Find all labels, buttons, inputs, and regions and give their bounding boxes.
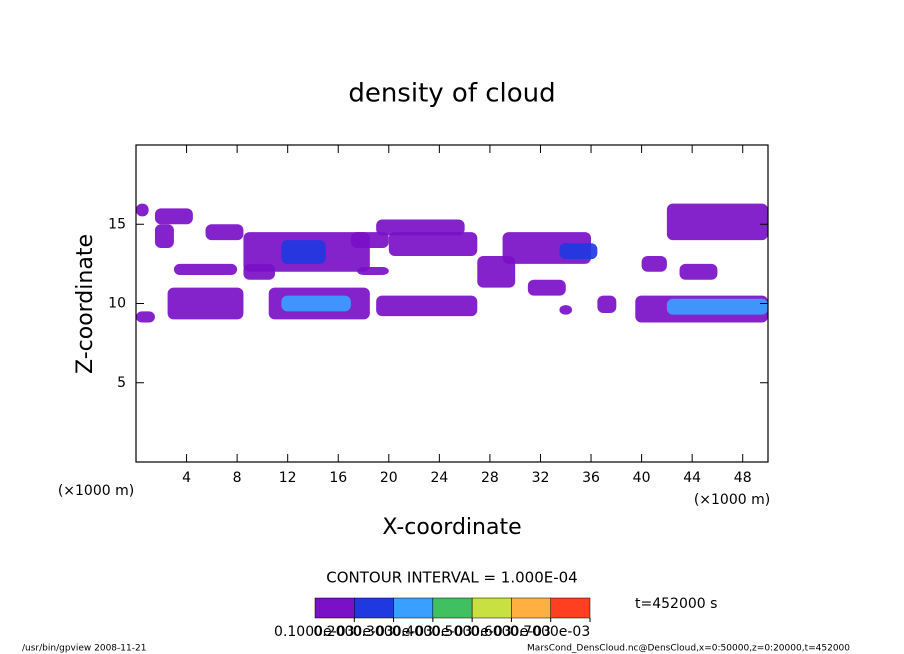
cloud-region	[559, 243, 598, 260]
cloud-region	[357, 267, 389, 275]
x-unit: (×1000 m)	[694, 492, 770, 508]
x-tick-label: 40	[633, 470, 651, 486]
cloud-region	[679, 263, 718, 280]
cloud-region	[641, 255, 667, 272]
colorbar-label: 0.1000e-03	[274, 624, 354, 640]
cloud-region	[281, 240, 326, 264]
chart-title: density of cloud	[348, 79, 555, 109]
x-axis-label: X-coordinate	[382, 515, 521, 540]
cloud-region	[666, 203, 768, 241]
colorbar-label: 0.7000e-03	[510, 624, 590, 640]
colorbar-label: 0.6000e-03	[470, 624, 550, 640]
cloud-region	[376, 295, 478, 317]
contour-interval: CONTOUR INTERVAL = 1.000E-04	[326, 569, 577, 587]
x-tick-label: 48	[734, 470, 752, 486]
colorbar-label: 0.3000e-03	[353, 624, 433, 640]
cloud-region	[243, 263, 276, 280]
cloud-region	[597, 295, 617, 314]
y-unit: (×1000 m)	[58, 483, 134, 499]
footer-left: /usr/bin/gpview 2008-11-21	[22, 644, 146, 654]
cloud-region	[527, 279, 566, 296]
colorbar-cell	[432, 597, 473, 619]
x-tick-label: 32	[532, 470, 550, 486]
y-tick-label: 15	[108, 216, 126, 232]
cloud-region	[173, 263, 238, 275]
time-label: t=452000 s	[635, 596, 717, 612]
colorbar-label: 0.5000e-03	[431, 624, 511, 640]
cloud-region	[205, 224, 244, 241]
x-tick-label: 8	[233, 470, 242, 486]
cloud-region	[154, 224, 174, 249]
y-tick-label: 5	[117, 375, 126, 391]
colorbar-cell	[314, 597, 355, 619]
x-tick-label: 4	[182, 470, 191, 486]
colorbar-label: 0.4000e-03	[392, 624, 472, 640]
cloud-region	[136, 203, 149, 217]
colorbar-cell	[354, 597, 394, 619]
cloud-region	[350, 232, 389, 249]
cloud-region	[281, 295, 351, 312]
x-tick-label: 20	[380, 470, 398, 486]
colorbar-cell	[393, 597, 434, 619]
x-tick-label: 44	[683, 470, 701, 486]
y-axis-label: Z-coordinate	[73, 234, 98, 374]
cloud-region	[666, 298, 768, 315]
y-tick-label: 10	[108, 296, 126, 312]
cloud-region	[376, 219, 465, 236]
colorbar-cell	[550, 597, 591, 619]
x-tick-label: 16	[329, 470, 347, 486]
cloud-region	[477, 255, 516, 288]
x-tick-label: 36	[582, 470, 600, 486]
colorbar-cell	[511, 597, 551, 619]
cloud-region	[167, 287, 244, 320]
cloud-region	[136, 311, 155, 323]
footer-right: MarsCond_DensCloud.nc@DensCloud,x=0:5000…	[527, 644, 850, 654]
cloud-region	[559, 305, 573, 315]
colorbar-cell	[471, 597, 512, 619]
x-tick-label: 28	[481, 470, 499, 486]
cloud-region	[388, 232, 478, 256]
colorbar-label: 0.2000e-03	[313, 624, 393, 640]
x-tick-label: 24	[430, 470, 448, 486]
x-tick-label: 12	[279, 470, 297, 486]
cloud-region	[154, 208, 193, 225]
